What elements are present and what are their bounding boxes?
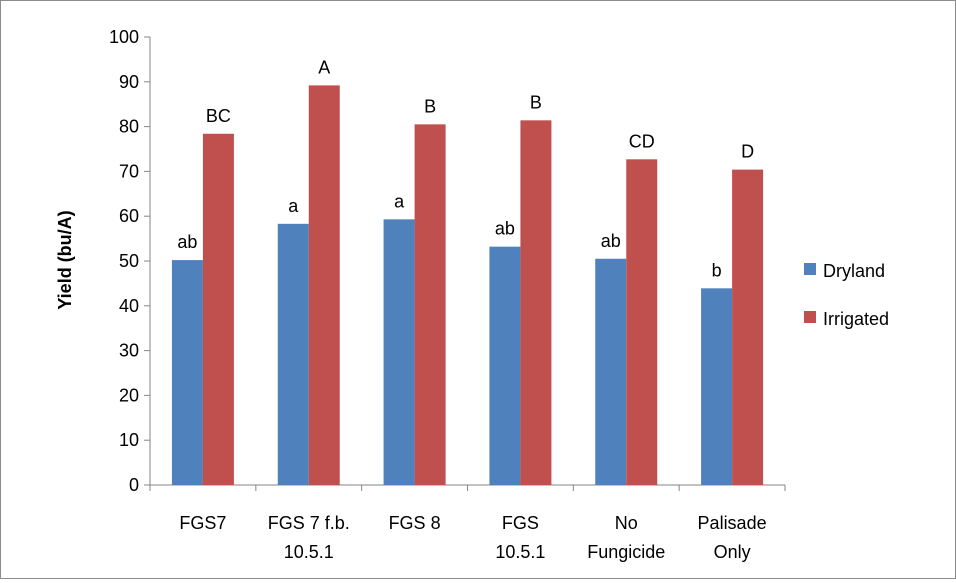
x-tick-label: FGS7 — [179, 513, 226, 533]
bar-irrigated — [414, 124, 446, 486]
x-tick-label-line: FGS — [502, 513, 539, 533]
legend-swatch-irrigated — [804, 311, 816, 323]
x-tick-label-line: FGS7 — [179, 513, 226, 533]
y-tick-label: 90 — [119, 72, 139, 92]
x-tick-label-line: Fungicide — [587, 542, 665, 562]
x-tick-label: No Fungicide — [587, 513, 665, 562]
x-tick-label-line: Only — [714, 542, 751, 562]
y-tick-label: 60 — [119, 206, 139, 226]
bar-data-label: a — [288, 196, 299, 216]
legend-label-dryland: Dryland — [823, 261, 885, 281]
bar-dryland — [171, 260, 203, 485]
bar-irrigated — [520, 120, 552, 485]
y-tick-label: 80 — [119, 117, 139, 137]
bar-data-label: a — [394, 191, 405, 211]
y-tick-label: 20 — [119, 385, 139, 405]
bar-data-label: A — [318, 57, 330, 77]
bar-irrigated — [308, 85, 340, 485]
x-tick-label-line: Palisade — [698, 513, 767, 533]
bar-data-label: b — [712, 260, 722, 280]
x-tick-label-line: No — [615, 513, 638, 533]
bar-irrigated — [732, 169, 764, 485]
bar-dryland — [595, 258, 627, 485]
x-tick-label: Palisade Only — [698, 513, 767, 562]
x-tick-label: FGS 10.5.1 — [495, 513, 545, 562]
legend-label-irrigated: Irrigated — [823, 309, 889, 329]
y-tick-label: 50 — [119, 251, 139, 271]
x-tick-label: FGS 7 f.b. 10.5.1 — [268, 513, 350, 562]
x-tick-label-line: FGS 7 f.b. — [268, 513, 350, 533]
y-tick-label: 100 — [109, 27, 139, 47]
legend-swatch-dryland — [804, 263, 816, 275]
y-tick-label: 0 — [129, 475, 139, 495]
bar-irrigated — [626, 159, 658, 485]
y-tick-label: 70 — [119, 161, 139, 181]
bar-data-label: BC — [206, 106, 231, 126]
bar-dryland — [489, 246, 521, 485]
y-axis-title: Yield (bu/A) — [55, 210, 75, 309]
x-tick-label-line: FGS 8 — [389, 513, 441, 533]
legend: Dryland Irrigated — [804, 261, 889, 329]
x-tick-label-line: 10.5.1 — [495, 542, 545, 562]
bar-dryland — [701, 288, 733, 485]
bar-data-label: ab — [495, 219, 515, 239]
x-tick-label: FGS 8 — [389, 513, 441, 533]
bar-data-label: CD — [629, 131, 655, 151]
bar-data-label: ab — [177, 232, 197, 252]
bar-data-label: B — [530, 92, 542, 112]
bar-dryland — [277, 223, 309, 486]
bar-dryland — [383, 219, 415, 485]
bar-data-label: ab — [601, 231, 621, 251]
y-tick-label: 10 — [119, 430, 139, 450]
bar-data-label: B — [424, 96, 436, 116]
y-tick-label: 40 — [119, 296, 139, 316]
y-tick-label: 30 — [119, 341, 139, 361]
bar-irrigated — [202, 133, 234, 485]
bar-data-label: D — [741, 142, 754, 162]
x-tick-label-line: 10.5.1 — [284, 542, 334, 562]
